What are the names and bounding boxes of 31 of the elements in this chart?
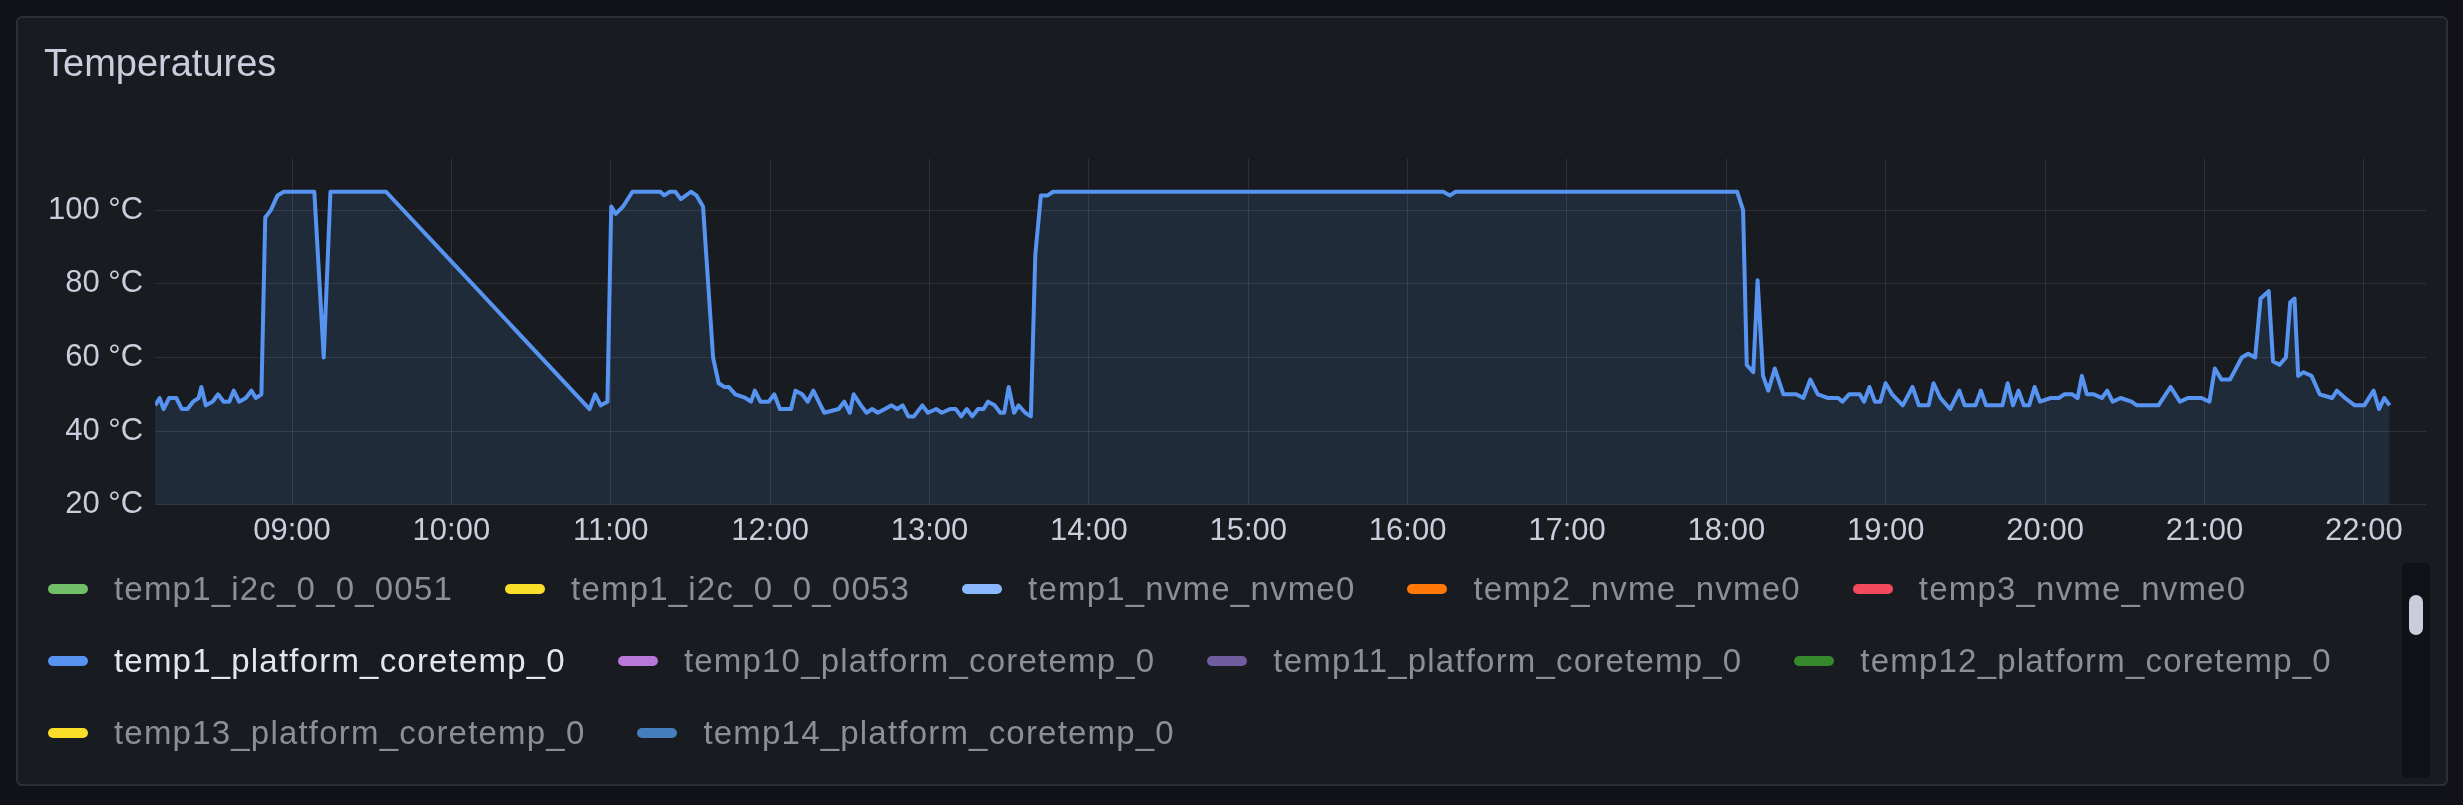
x-tick-label: 18:00 (1687, 511, 1766, 547)
x-tick-label: 14:00 (1050, 511, 1128, 547)
y-tick-label: 40 °C (65, 411, 144, 447)
legend-label: temp1_platform_coretemp_0 (114, 642, 566, 680)
legend-label: temp2_nvme_nvme0 (1473, 570, 1801, 608)
legend-label: temp11_platform_coretemp_0 (1273, 642, 1743, 680)
legend-label: temp13_platform_coretemp_0 (114, 714, 586, 752)
x-tick-label: 20:00 (2006, 511, 2084, 547)
y-tick-label: 60 °C (65, 338, 144, 374)
x-tick-label: 11:00 (573, 511, 649, 547)
legend-label: temp12_platform_coretemp_0 (1860, 642, 2332, 680)
x-tick-label: 15:00 (1209, 511, 1288, 547)
x-tick-label: 13:00 (890, 511, 969, 547)
legend-label: temp3_nvme_nvme0 (1918, 570, 2247, 608)
x-tick-label: 16:00 (1368, 511, 1447, 547)
x-tick-label: 10:00 (412, 511, 491, 547)
x-tick-label: 21:00 (2165, 511, 2244, 547)
y-tick-label: 100 °C (47, 190, 144, 226)
x-tick-label: 09:00 (253, 511, 331, 547)
x-tick-label: 22:00 (2325, 511, 2403, 547)
x-tick-label: 12:00 (731, 511, 809, 547)
x-tick-label: 17:00 (1528, 511, 1606, 547)
legend-label: temp1_i2c_0_0_0053 (571, 570, 911, 608)
legend-label: temp10_platform_coretemp_0 (683, 642, 1156, 680)
y-tick-label: 20 °C (65, 485, 144, 521)
x-tick-label: 19:00 (1846, 511, 1925, 547)
legend-label: temp1_nvme_nvme0 (1028, 570, 1356, 608)
chart-title: Temperatures (44, 42, 277, 85)
legend-label: temp14_platform_coretemp_0 (703, 714, 1175, 752)
legend-label: temp1_i2c_0_0_0051 (114, 570, 454, 608)
y-tick-label: 80 °C (65, 264, 144, 300)
